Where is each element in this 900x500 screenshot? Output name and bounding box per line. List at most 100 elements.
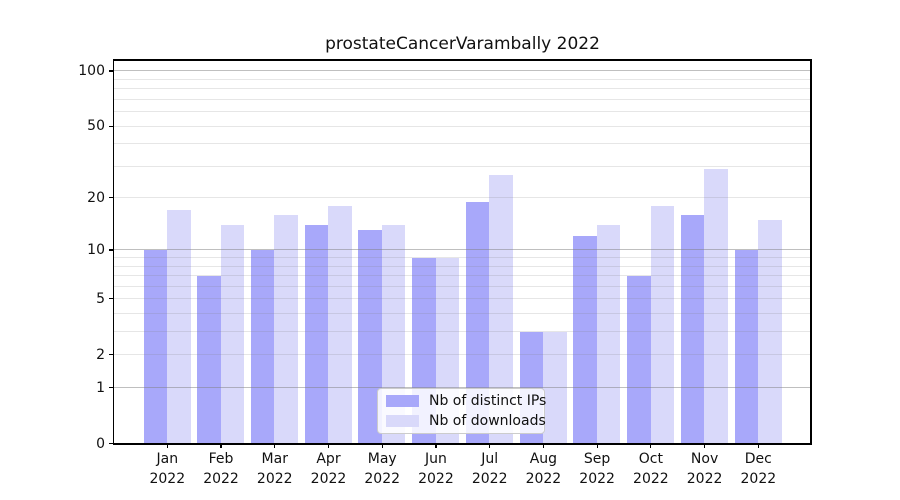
bar-ips-feb (197, 275, 221, 444)
y-tick-label: 50 (87, 118, 105, 135)
bar-ips-jan (143, 249, 167, 444)
bar-ips-apr (304, 224, 329, 444)
legend-swatch-distinct-ips (386, 394, 419, 407)
spine-left (112, 59, 114, 445)
x-tick-label-year: 2022 (633, 470, 669, 487)
x-tick-label-month: Jan (156, 451, 179, 467)
x-tick-label: Jun 2022 (396, 450, 476, 489)
bar-downloads-mar (274, 214, 298, 444)
x-tick-label-month: Sep (583, 451, 611, 467)
legend-swatch-downloads (386, 414, 419, 427)
x-tick-label-year: 2022 (310, 470, 347, 487)
spine-bottom (113, 443, 812, 445)
x-tick (489, 444, 491, 449)
y-tick-label: 20 (87, 189, 105, 206)
gridline-minor (114, 275, 811, 277)
bar-ips-dec (734, 249, 759, 444)
bar-downloads-feb (220, 224, 245, 444)
y-tick (109, 298, 113, 300)
y-tick (109, 386, 113, 389)
y-tick (109, 442, 113, 445)
x-tick (596, 444, 598, 449)
bar-downloads-jan (167, 210, 191, 444)
x-tick (166, 444, 168, 449)
x-tick-label-year: 2022 (364, 470, 401, 487)
y-tick-label: 10 (87, 241, 105, 258)
x-tick (757, 444, 759, 449)
y-tick-label: 0 (96, 435, 105, 452)
gridline-minor (114, 125, 811, 127)
gridline-minor (114, 298, 811, 300)
y-tick (109, 125, 113, 127)
bar-ips-sep (573, 236, 597, 444)
x-tick-label-year: 2022 (579, 470, 615, 487)
y-tick-label: 2 (96, 346, 105, 363)
gridline-minor (114, 143, 811, 145)
x-tick-label: May 2022 (342, 450, 422, 489)
x-tick-label: Jul 2022 (450, 450, 530, 489)
bar-downloads-oct (650, 205, 675, 444)
x-tick-label-month: Jul (481, 451, 499, 467)
y-tick (109, 249, 113, 251)
x-tick-label-month: Mar (261, 451, 288, 467)
gridline-minor (114, 165, 811, 167)
y-tick-label: 100 (78, 62, 105, 79)
y-tick (109, 354, 113, 356)
gridline-minor (114, 88, 811, 90)
bar-downloads-apr (328, 205, 352, 444)
gridline-minor (114, 197, 811, 199)
legend-label-downloads: Nb of downloads (429, 412, 546, 429)
x-tick (381, 444, 383, 449)
x-tick-label: Jan 2022 (127, 450, 207, 489)
chart-title: prostateCancerVarambally 2022 (325, 34, 600, 54)
x-tick (327, 444, 330, 449)
bar-downloads-nov (704, 168, 728, 444)
x-tick-label-month: May (367, 451, 397, 467)
x-tick-label-year: 2022 (149, 470, 186, 487)
x-tick-label-month: Aug (529, 451, 558, 467)
bar-downloads-sep (596, 224, 621, 444)
x-tick-label: Mar 2022 (235, 450, 315, 489)
gridline-minor (114, 257, 811, 259)
x-tick (542, 444, 544, 449)
plot-area (112, 59, 812, 445)
x-tick-label-month: Dec (744, 451, 772, 467)
x-tick-label-year: 2022 (686, 470, 723, 487)
x-tick-label: Feb 2022 (181, 450, 261, 489)
x-tick-label: Aug 2022 (503, 450, 583, 489)
x-tick-label-year: 2022 (203, 470, 239, 487)
x-tick (650, 444, 652, 449)
bar-downloads-jul (489, 174, 513, 444)
gridline-minor (114, 78, 811, 80)
x-tick-label: Dec 2022 (718, 450, 798, 489)
x-tick (220, 444, 222, 449)
x-tick-label: Apr 2022 (288, 450, 368, 489)
x-tick-label: Oct 2022 (611, 450, 691, 489)
gridline-major (114, 249, 811, 251)
y-tick-label: 1 (96, 379, 105, 396)
gridline-minor (114, 285, 811, 287)
y-tick (109, 197, 113, 199)
x-tick-label-month: Apr (316, 451, 341, 467)
bar-ips-may (358, 230, 382, 444)
x-tick-label-month: Nov (690, 451, 719, 467)
bar-ips-jul (465, 201, 490, 444)
x-tick-label: Nov 2022 (665, 450, 745, 489)
y-tick-label: 5 (96, 290, 105, 307)
bar-ips-nov (680, 214, 705, 444)
gridline-minor (114, 98, 811, 100)
gridline-minor (114, 354, 811, 356)
spine-right (810, 59, 812, 445)
gridline-minor (114, 313, 811, 315)
x-tick-label-month: Feb (208, 451, 234, 467)
legend-label-distinct-ips: Nb of distinct IPs (429, 392, 547, 409)
gridline-minor (114, 111, 811, 113)
x-tick (704, 444, 706, 449)
x-tick-label-year: 2022 (256, 470, 293, 487)
gridline-minor (114, 331, 811, 333)
x-tick-label-month: Oct (638, 451, 663, 467)
legend-entry-downloads: Nb of downloads (386, 412, 546, 429)
spine-top (113, 59, 812, 61)
x-tick (435, 444, 437, 449)
